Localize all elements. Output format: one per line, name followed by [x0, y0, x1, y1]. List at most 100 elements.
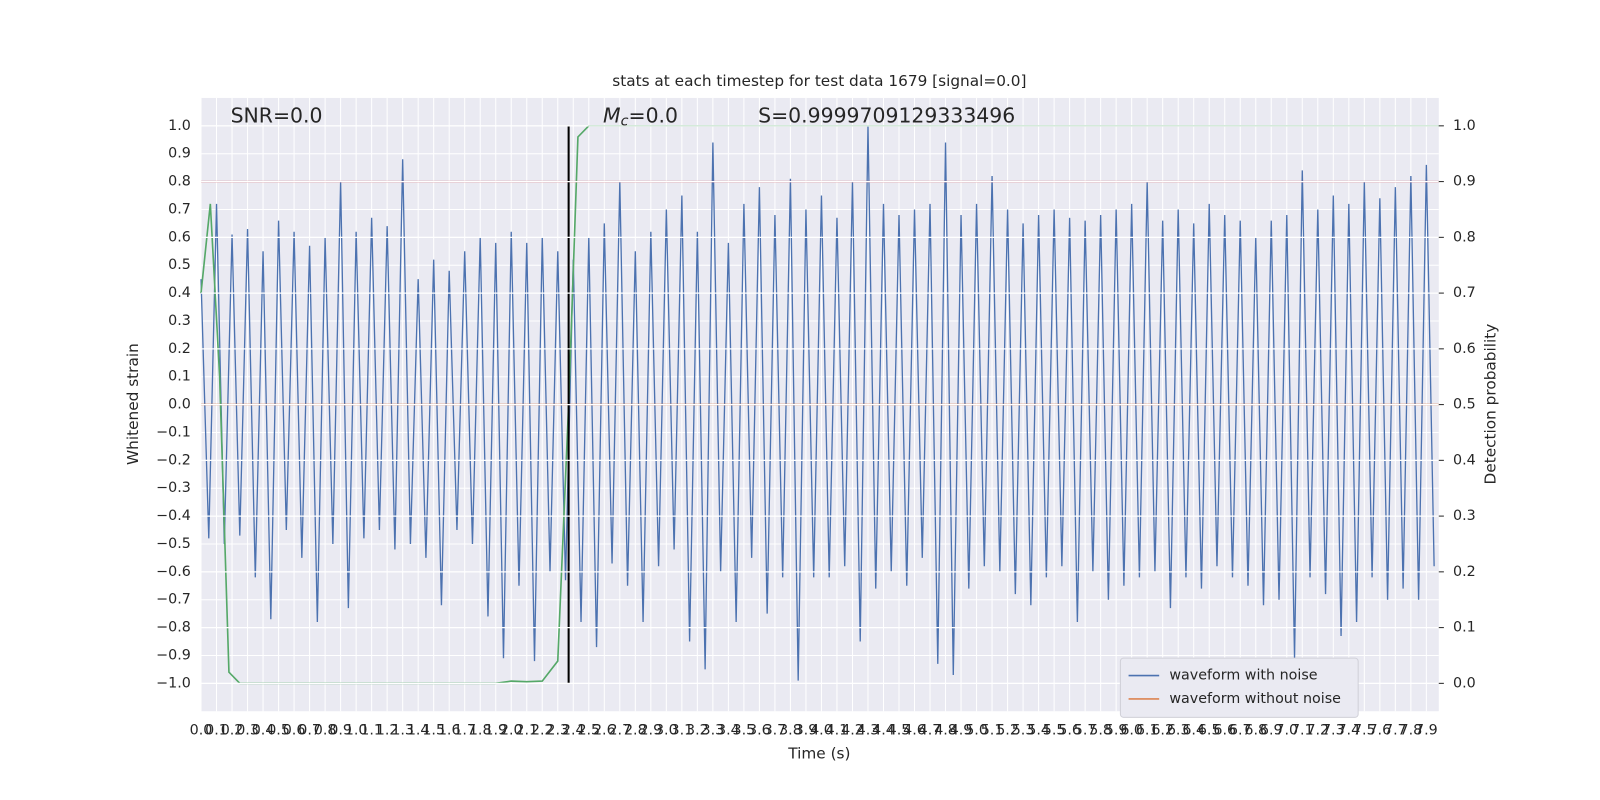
- y-tick-label: −0.6: [156, 564, 191, 580]
- x-tick-label: 7.3: [1322, 723, 1345, 739]
- y2-tick-label: 0.5: [1453, 397, 1476, 413]
- annotation-symbol: M: [603, 103, 621, 127]
- y2-tick-label: 0.9: [1453, 174, 1476, 190]
- x-tick-label: 3.1: [671, 723, 694, 739]
- x-tick-label: 7.0: [1275, 723, 1298, 739]
- x-tick-label: 6.2: [1151, 723, 1174, 739]
- x-tick-label: 7.5: [1353, 723, 1376, 739]
- x-tick-label: 1.4: [407, 723, 430, 739]
- x-tick-label: 5.4: [1027, 723, 1050, 739]
- x-tick-label: 3.3: [702, 723, 725, 739]
- x-tick-label: 0.6: [283, 723, 306, 739]
- x-tick-label: 4.0: [810, 723, 833, 739]
- x-tick-label: 1.2: [376, 723, 399, 739]
- y-tick-label: 0.7: [168, 201, 191, 217]
- annotation: S=0.9999709129333496: [758, 103, 1015, 127]
- series-line: [200, 125, 1435, 681]
- x-tick-label: 4.5: [888, 723, 911, 739]
- legend-label: waveform with noise: [1169, 668, 1317, 684]
- x-tick-label: 4.3: [857, 723, 880, 739]
- y-tick-label: 0.8: [168, 174, 191, 190]
- y-tick-label: −0.7: [156, 592, 191, 608]
- x-tick-label: 6.6: [1213, 723, 1236, 739]
- y2-tick-label: 0.3: [1453, 508, 1476, 524]
- x-tick-label: 2.1: [515, 723, 538, 739]
- x-axis-label: Time (s): [787, 745, 850, 763]
- y-tick-label: −0.2: [156, 452, 191, 468]
- x-tick-label: 2.9: [639, 723, 662, 739]
- y-tick-label: −0.9: [156, 647, 191, 663]
- y-tick-label: 0.0: [168, 397, 191, 413]
- x-tick-label: 1.8: [469, 723, 492, 739]
- y2-tick-label: 0.2: [1453, 564, 1476, 580]
- annotation-text: =0.0: [628, 103, 678, 127]
- x-tick-label: 2.5: [577, 723, 600, 739]
- y-tick-label: 0.9: [168, 146, 191, 162]
- y-tick-label: 1.0: [168, 118, 191, 134]
- x-tick-label: 5.3: [1012, 723, 1035, 739]
- x-tick-label: 4.1: [826, 723, 849, 739]
- x-tick-label: 6.5: [1198, 723, 1221, 739]
- x-tick-label: 7.1: [1291, 723, 1314, 739]
- x-tick-label: 3.2: [686, 723, 709, 739]
- annotation-sub: c: [621, 113, 629, 129]
- y-tick-label: −1.0: [156, 675, 191, 691]
- x-tick-label: 7.7: [1384, 723, 1407, 739]
- x-tick-label: 0.4: [252, 723, 275, 739]
- x-tick-label: 6.4: [1182, 723, 1205, 739]
- x-tick-label: 1.6: [438, 723, 461, 739]
- x-tick-label: 3.5: [733, 723, 756, 739]
- x-tick-label: 0.0: [190, 723, 213, 739]
- x-tick-label: 0.9: [329, 723, 352, 739]
- x-tick-label: 3.0: [655, 723, 678, 739]
- legend-box: [1119, 657, 1359, 718]
- x-tick-label: 1.1: [360, 723, 383, 739]
- y-tick-label: −0.1: [156, 424, 191, 440]
- y-tick-label: 0.3: [168, 313, 191, 329]
- y-tick-label: 0.1: [168, 369, 191, 385]
- labels: 0.00.10.20.30.40.50.60.70.80.91.01.11.21…: [156, 118, 1476, 739]
- y-tick-label: −0.3: [156, 480, 191, 496]
- x-tick-label: 7.2: [1306, 723, 1329, 739]
- x-tick-label: 0.2: [221, 723, 244, 739]
- grid-y2: [201, 125, 1439, 684]
- x-tick-label: 0.3: [236, 723, 259, 739]
- y-tick-label: −0.5: [156, 536, 191, 552]
- y-tick-label: 0.6: [168, 229, 191, 245]
- y-tick-label: −0.8: [156, 620, 191, 636]
- y-axis-label: Whitened strain: [124, 343, 142, 465]
- y2-tick-label: 0.4: [1453, 452, 1476, 468]
- x-tick-label: 7.9: [1415, 723, 1438, 739]
- y2-tick-label: 0.8: [1453, 229, 1476, 245]
- y-tick-label: 0.2: [168, 341, 191, 357]
- x-tick-label: 2.0: [500, 723, 523, 739]
- x-tick-label: 4.6: [903, 723, 926, 739]
- x-tick-label: 5.6: [1058, 723, 1081, 739]
- annotation: SNR=0.0: [231, 103, 323, 127]
- x-tick-label: 2.7: [608, 723, 631, 739]
- x-tick-label: 6.8: [1244, 723, 1267, 739]
- x-tick-label: 4.9: [950, 723, 973, 739]
- y-tick-label: −0.4: [156, 508, 191, 524]
- x-tick-label: 6.7: [1229, 723, 1252, 739]
- legend-label: waveform without noise: [1169, 691, 1341, 707]
- x-tick-label: 5.2: [996, 723, 1019, 739]
- x-tick-label: 5.1: [981, 723, 1004, 739]
- y2-tick-label: 0.1: [1453, 620, 1476, 636]
- x-tick-label: 2.6: [593, 723, 616, 739]
- x-tick-label: 1.5: [422, 723, 445, 739]
- y2-tick-label: 0.7: [1453, 285, 1476, 301]
- x-tick-label: 2.3: [546, 723, 569, 739]
- x-tick-label: 2.2: [531, 723, 554, 739]
- x-tick-label: 3.4: [717, 723, 740, 739]
- x-tick-label: 0.8: [314, 723, 337, 739]
- x-tick-label: 5.5: [1043, 723, 1066, 739]
- legend: waveform with noise waveform without nois…: [1119, 657, 1359, 718]
- x-tick-label: 5.8: [1089, 723, 1112, 739]
- x-tick-label: 4.4: [872, 723, 895, 739]
- annotation: Mc=0.0: [603, 103, 678, 129]
- x-tick-label: 7.8: [1400, 723, 1423, 739]
- x-tick-label: 4.8: [934, 723, 957, 739]
